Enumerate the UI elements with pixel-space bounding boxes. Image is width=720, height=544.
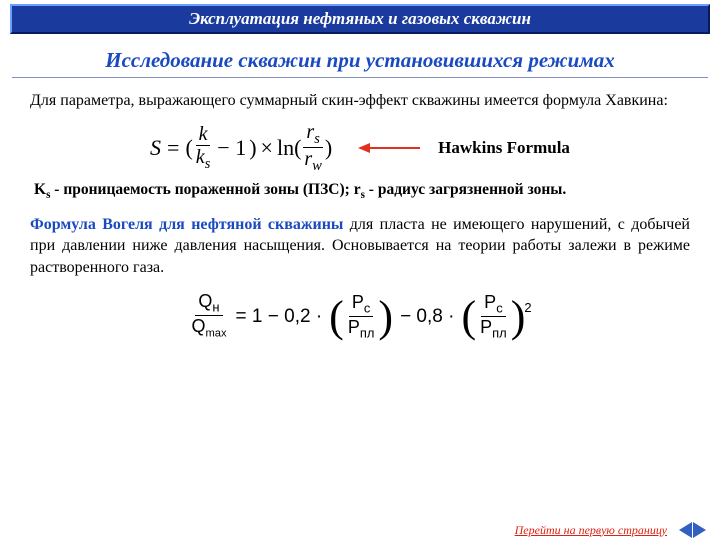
den-rw: rw xyxy=(301,148,324,173)
vogel-formula-wrap: Qн Qmax = 1 − 0,2 · ( Pс Pпл ) − 0,8 · (… xyxy=(30,292,690,340)
slide-header-text: Эксплуатация нефтяных и газовых скважин xyxy=(189,9,531,28)
frac-pc-ppl-1: Pс Pпл xyxy=(345,293,378,340)
sym-eq: = xyxy=(161,135,185,161)
rparen-1: ) xyxy=(377,299,394,334)
hawkins-label: Hawkins Formula xyxy=(438,138,570,158)
variable-notes: Ks - проницаемость пораженной зоны (ПЗС)… xyxy=(34,181,690,201)
sym-rp2: ) xyxy=(325,135,332,161)
sym-eq2: = 1 − 0,2 · xyxy=(230,306,329,328)
slide-header: Эксплуатация нефтяных и газовых скважин xyxy=(10,4,710,34)
next-slide-icon[interactable] xyxy=(693,522,706,538)
slide-subtitle-text: Исследование скважин при установившихся … xyxy=(105,48,615,72)
vogel-formula: Qн Qmax = 1 − 0,2 · ( Pс Pпл ) − 0,8 · (… xyxy=(188,292,531,340)
first-page-link[interactable]: Перейти на первую страницу xyxy=(515,523,667,538)
num-rs: rs xyxy=(303,122,322,148)
den-qmax: Qmax xyxy=(188,316,229,340)
slide-subtitle: Исследование скважин при установившихся … xyxy=(12,34,708,78)
nav-arrows xyxy=(679,522,706,538)
ks-symbol: Ks xyxy=(34,181,50,198)
sym-minus1: − 1 xyxy=(213,135,249,161)
arrow-icon xyxy=(360,147,420,149)
frac-qn-qmax: Qн Qmax xyxy=(188,292,229,340)
num-pc-2: Pс xyxy=(481,293,506,317)
rs-symbol: rs xyxy=(354,181,365,198)
hawkins-formula: S = ( k ks − 1 ) × ln( rs rw ) xyxy=(150,122,332,174)
num-pc-1: Pс xyxy=(349,293,374,317)
prev-slide-icon[interactable] xyxy=(679,522,692,538)
sym-times: × xyxy=(257,135,277,161)
vogel-paragraph: Формула Вогеля для нефтяной скважины для… xyxy=(30,214,690,279)
ks-desc: - проницаемость пораженной зоны (ПЗС); xyxy=(50,181,353,198)
slide-footer: Перейти на первую страницу xyxy=(515,522,706,538)
frac-k-ks: k ks xyxy=(193,124,214,171)
intro-paragraph: Для параметра, выражающего суммарный ски… xyxy=(30,90,690,112)
den-ppl-1: Pпл xyxy=(345,317,378,340)
sym-pow2: 2 xyxy=(524,300,531,315)
sym-rp: ) xyxy=(249,135,256,161)
num-k: k xyxy=(196,124,211,146)
den-ppl-2: Pпл xyxy=(477,317,510,340)
sym-lp: ( xyxy=(185,135,192,161)
hawkins-formula-row: S = ( k ks − 1 ) × ln( rs rw ) Hawkins F… xyxy=(30,122,690,174)
frac-rs-rw: rs rw xyxy=(301,122,324,174)
vogel-title: Формула Вогеля для нефтяной скважины xyxy=(30,216,343,233)
den-ks: ks xyxy=(193,146,214,171)
lparen-1: ( xyxy=(328,299,345,334)
rs-desc: - радиус загрязненной зоны. xyxy=(365,181,566,198)
frac-pc-ppl-2: Pс Pпл xyxy=(477,293,510,340)
sym-ln: ln( xyxy=(277,135,301,161)
sym-S: S xyxy=(150,135,161,161)
slide-content: Для параметра, выражающего суммарный ски… xyxy=(0,78,720,341)
num-qn: Qн xyxy=(195,292,222,316)
sym-mid: − 0,8 · xyxy=(394,306,460,328)
lparen-2: ( xyxy=(460,299,477,334)
